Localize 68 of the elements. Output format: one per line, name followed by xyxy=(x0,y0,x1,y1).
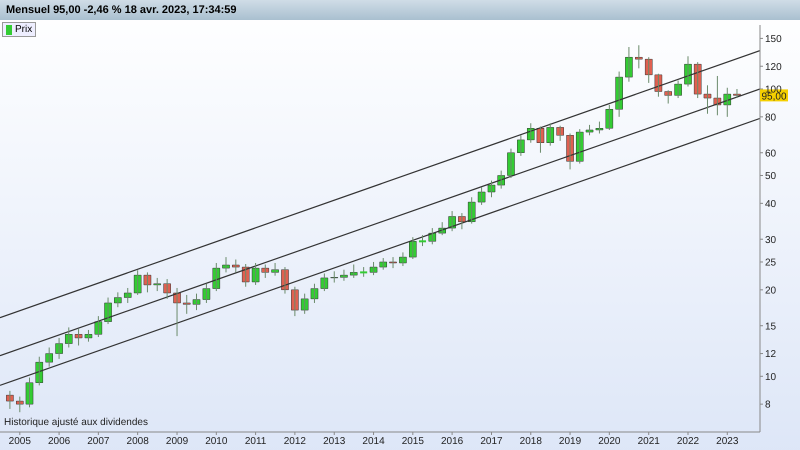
x-tick-label: 2015 xyxy=(402,436,424,448)
y-tick-label: 120 xyxy=(765,62,782,73)
candlestick xyxy=(124,287,132,304)
candlestick xyxy=(26,377,34,408)
x-tick-label: 2009 xyxy=(166,436,189,448)
candlestick xyxy=(16,396,24,413)
candlestick xyxy=(350,264,358,278)
candlestick xyxy=(389,256,397,269)
x-tick-label: 2019 xyxy=(558,436,582,448)
candlestick xyxy=(252,262,260,286)
candlestick xyxy=(84,329,92,342)
candlestick xyxy=(596,121,604,134)
candlestick xyxy=(202,283,210,304)
candlestick xyxy=(330,270,338,284)
x-tick-label: 2017 xyxy=(480,436,504,448)
y-tick-label: 150 xyxy=(765,34,782,45)
chart-title: Mensuel 95,00 -2,46 % 18 avr. 2023, 17:34:59 xyxy=(0,0,800,20)
x-tick-label: 2018 xyxy=(520,436,542,448)
y-tick-label: 15 xyxy=(765,321,777,332)
candlestick xyxy=(182,294,191,314)
x-tick-label: 2013 xyxy=(323,436,346,448)
x-tick-label: 2005 xyxy=(8,436,32,448)
y-tick-label: 80 xyxy=(765,112,777,124)
candlestick xyxy=(586,124,594,136)
candlestick xyxy=(625,46,633,82)
x-tick-label: 2021 xyxy=(638,436,660,448)
x-tick-label: 2020 xyxy=(598,436,621,448)
y-tick-label: 8 xyxy=(765,400,771,411)
x-tick-label: 2006 xyxy=(48,436,71,448)
x-tick-label: 2023 xyxy=(716,436,739,448)
candlestick xyxy=(399,252,407,267)
candlestick xyxy=(114,292,122,308)
candlestick xyxy=(359,266,368,278)
candlestick xyxy=(153,277,162,292)
candlestick xyxy=(192,293,200,311)
y-tick-label: 60 xyxy=(765,148,777,160)
y-tick-label: 12 xyxy=(765,349,777,360)
candlestick xyxy=(674,80,682,99)
x-tick-label: 2007 xyxy=(87,436,110,448)
y-tick-label: 30 xyxy=(765,234,777,246)
candlestick xyxy=(310,283,318,304)
y-tick-label: 25 xyxy=(765,258,777,269)
candlestick xyxy=(488,180,496,198)
candlestick xyxy=(379,258,388,270)
candlestick xyxy=(55,337,63,360)
candlestick xyxy=(144,272,152,293)
y-tick-label: 40 xyxy=(765,198,777,210)
candlestick xyxy=(232,259,240,273)
x-tick-label: 2010 xyxy=(205,436,228,448)
candlestick xyxy=(370,261,378,276)
y-tick-label: 50 xyxy=(765,171,777,182)
candlestick xyxy=(74,328,82,346)
candlestick xyxy=(507,148,515,179)
x-tick-label: 2012 xyxy=(284,436,306,448)
candlestick xyxy=(458,212,466,230)
y-tick-label: 10 xyxy=(765,372,777,383)
x-tick-label: 2008 xyxy=(126,436,150,448)
candlestick xyxy=(291,286,299,317)
x-tick-label: 2011 xyxy=(244,436,267,448)
x-tick-label: 2016 xyxy=(440,436,464,448)
candlestick xyxy=(222,256,230,273)
y-tick-label: 20 xyxy=(765,285,777,296)
x-tick-label: 2014 xyxy=(362,436,386,448)
x-tick-label: 2022 xyxy=(676,436,700,448)
annotation: Historique ajusté aux dividendes xyxy=(4,417,148,428)
candlestick xyxy=(478,186,486,206)
candlestick xyxy=(6,390,14,410)
legend-label: Prix xyxy=(14,24,32,35)
